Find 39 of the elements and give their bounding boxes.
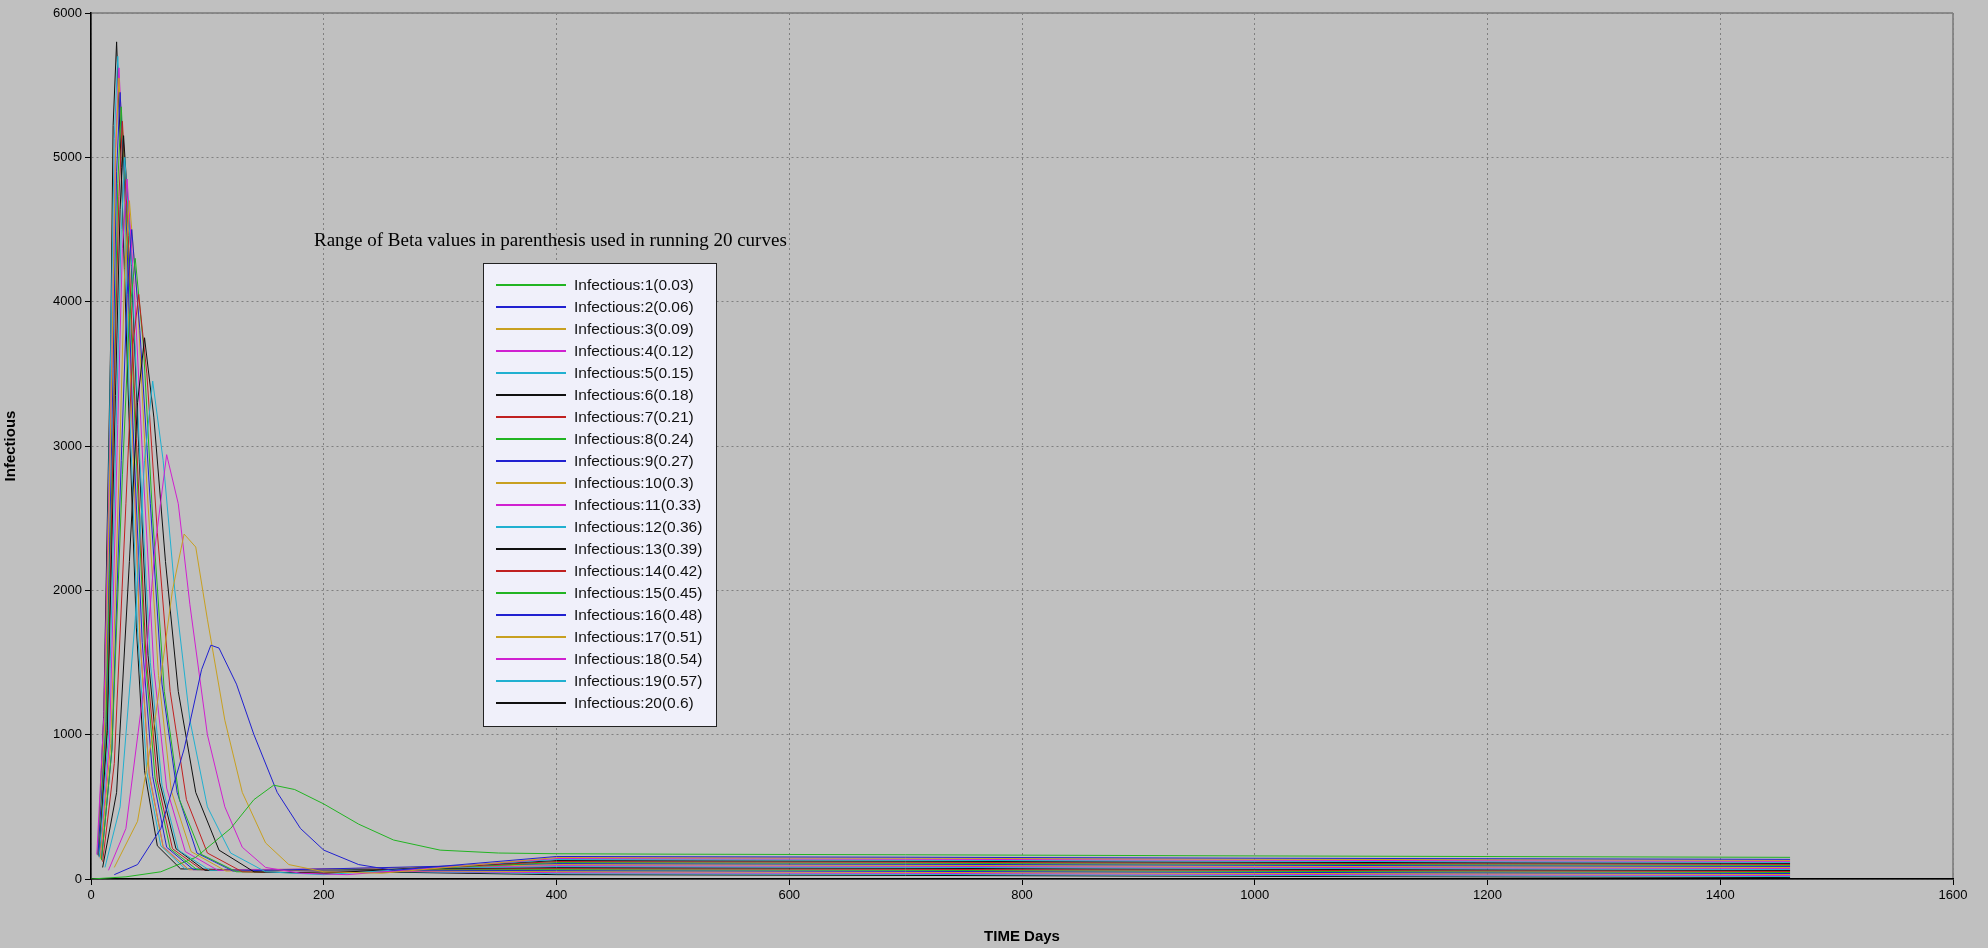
legend-label: Infectious:12(0.36) [574,518,703,536]
y-tick-label: 2000 [53,581,82,597]
legend-label: Infectious:1(0.03) [574,276,694,294]
x-tick-label: 800 [1011,887,1033,903]
legend-label: Infectious:8(0.24) [574,430,694,448]
legend-label: Infectious:17(0.51) [574,628,703,646]
legend-label: Infectious:16(0.48) [574,606,703,624]
legend-label: Infectious:5(0.15) [574,364,694,382]
legend-label: Infectious:20(0.6) [574,694,694,712]
y-tick-label: 3000 [53,437,82,453]
legend-label: Infectious:15(0.45) [574,584,703,602]
legend-label: Infectious:14(0.42) [574,562,703,580]
x-tick-label: 200 [312,887,335,903]
legend-label: Infectious:7(0.21) [574,408,694,426]
legend-label: Infectious:4(0.12) [574,342,694,360]
x-tick-label: 0 [87,887,95,903]
legend-label: Infectious:11(0.33) [574,496,702,514]
x-tick-label: 1400 [1705,887,1735,903]
legend-label: Infectious:6(0.18) [574,386,694,404]
y-tick-label: 4000 [53,293,82,309]
y-tick-label: 1000 [53,726,82,742]
legend-label: Infectious:9(0.27) [574,452,694,470]
y-tick-label: 0 [74,870,82,886]
legend-label: Infectious:10(0.3) [574,474,694,492]
legend-label: Infectious:3(0.09) [574,320,694,338]
annotation: Range of Beta values in parenthesis used in running 20 curves [314,229,787,251]
x-axis-title: TIME Days [984,927,1060,945]
x-tick-label: 1600 [1938,887,1968,903]
x-tick-label: 600 [778,887,801,903]
x-tick-label: 1000 [1240,887,1270,903]
legend-label: Infectious:19(0.57) [574,672,703,690]
x-tick-label: 400 [545,887,568,903]
y-axis-title: Infectious [1,410,19,482]
legend-label: Infectious:2(0.06) [574,298,694,316]
x-tick-label: 1200 [1473,887,1502,903]
y-tick-label: 6000 [53,4,82,20]
legend-label: Infectious:18(0.54) [574,650,703,668]
y-tick-label: 5000 [53,148,82,164]
legend-label: Infectious:13(0.39) [574,540,703,558]
